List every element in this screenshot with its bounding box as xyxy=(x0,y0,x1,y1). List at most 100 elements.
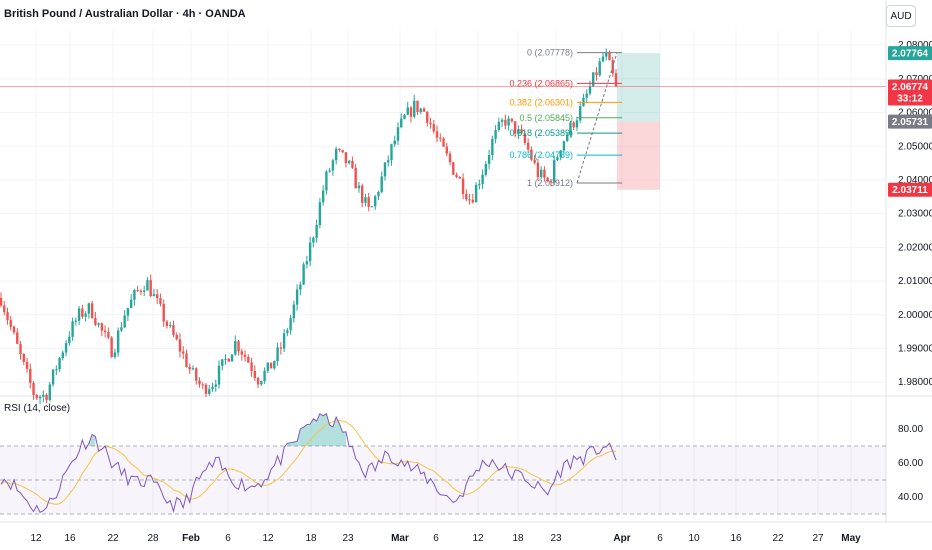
candle-body xyxy=(94,317,97,325)
candle-body xyxy=(279,347,283,349)
candle-body xyxy=(370,206,374,208)
candle-body xyxy=(328,170,331,172)
candle-body xyxy=(123,315,126,328)
candle-body xyxy=(152,294,156,297)
candle-body xyxy=(243,354,247,357)
candle-body xyxy=(302,264,305,285)
candle-body xyxy=(240,351,243,355)
candle-body xyxy=(448,153,452,163)
fib-level-label: 0 (2.07778) xyxy=(527,48,573,58)
candle-body xyxy=(188,366,191,370)
price-tick-label: 2.08000 xyxy=(898,40,932,51)
time-tick-label: 28 xyxy=(147,533,159,544)
candle-body xyxy=(341,149,344,153)
candle-body xyxy=(569,122,572,135)
candle-body xyxy=(452,162,455,175)
candle-body xyxy=(523,133,527,143)
candle-body xyxy=(526,142,530,150)
candle-body xyxy=(146,280,149,291)
fib-level-label: 0.5 (2.05845) xyxy=(519,113,573,123)
fib-retracement[interactable]: 0 (2.07778) 0.236 (2.06865) 0.382 (2.06301… xyxy=(509,48,622,188)
candle-body xyxy=(500,119,504,122)
candle-body xyxy=(266,362,270,371)
candle-body xyxy=(579,106,582,121)
time-tick-label: 6 xyxy=(225,533,231,544)
candle-body xyxy=(481,174,484,185)
candle-body xyxy=(204,384,208,394)
candle-body xyxy=(6,312,9,321)
candle-body xyxy=(364,197,367,203)
candle-body xyxy=(45,394,48,401)
currency-button[interactable]: AUD xyxy=(886,5,916,27)
position-stop-zone xyxy=(617,121,660,190)
candle-body xyxy=(16,332,19,344)
candle-body xyxy=(321,190,325,203)
time-tick-label: 16 xyxy=(64,533,76,544)
candle-body xyxy=(426,111,429,123)
price-axis[interactable]: 2.08000 2.07000 2.06000 2.05000 2.04000 2.030… xyxy=(898,40,932,503)
rsi-ma-line xyxy=(0,419,617,505)
time-tick-label: May xyxy=(841,533,861,544)
candle-body xyxy=(351,160,354,168)
candle-body xyxy=(588,86,592,94)
candle-body xyxy=(377,191,380,197)
rsi-tick-label: 40.00 xyxy=(898,492,923,503)
candle-body xyxy=(494,129,497,139)
candle-body xyxy=(312,237,315,243)
candle-body xyxy=(429,122,432,125)
candle-body xyxy=(592,72,595,87)
time-axis[interactable]: 12 16 22 28 Feb 6 12 18 23 Mar 6 12 18 23 Apr 6 10 16 22 27… xyxy=(30,533,861,544)
candle-body xyxy=(299,284,302,290)
candle-body xyxy=(614,73,618,87)
candle-body xyxy=(387,160,390,163)
time-tick-label: 10 xyxy=(688,533,700,544)
candle-body xyxy=(305,261,309,265)
price-tag-entry: 2.05731 xyxy=(892,117,929,128)
candle-body xyxy=(357,185,361,189)
candle-body xyxy=(276,347,279,362)
candle-body xyxy=(461,178,465,195)
candle-body xyxy=(25,361,29,369)
candle-body xyxy=(185,353,188,367)
candle-body xyxy=(400,118,403,128)
candle-body xyxy=(289,318,292,331)
candle-body xyxy=(247,356,250,363)
candle-body xyxy=(295,289,299,305)
price-tick-label: 2.05000 xyxy=(898,141,932,152)
time-tick-label: 18 xyxy=(305,533,317,544)
price-tick-label: 2.00000 xyxy=(898,310,932,321)
candle-body xyxy=(221,359,224,366)
candle-body xyxy=(87,303,91,314)
candle-body xyxy=(237,341,240,352)
candle-body xyxy=(61,352,65,358)
candle-body xyxy=(260,380,263,385)
candle-body xyxy=(552,160,556,183)
long-position-tool[interactable] xyxy=(617,53,660,190)
candle-body xyxy=(64,343,68,353)
price-tag-stop-bg xyxy=(888,182,932,197)
candle-body xyxy=(572,122,575,128)
candle-body xyxy=(549,181,553,183)
candle-body xyxy=(77,308,81,321)
candle-body xyxy=(517,129,520,134)
candle-body xyxy=(390,144,393,161)
candle-body xyxy=(159,298,162,304)
candle-body xyxy=(442,138,445,147)
candle-body xyxy=(331,160,335,171)
rsi-line xyxy=(0,412,617,514)
candle-body xyxy=(315,225,318,238)
candle-body xyxy=(182,351,185,354)
price-tag-entry-bg xyxy=(888,114,932,129)
candle-body xyxy=(12,326,16,333)
candle-body xyxy=(224,358,227,360)
candle-body xyxy=(71,321,74,337)
time-tick-label: 27 xyxy=(812,533,824,544)
grid-lines xyxy=(0,0,932,523)
candle-body xyxy=(273,361,276,369)
price-tick-label: 1.99000 xyxy=(898,344,932,355)
candle-body xyxy=(29,368,32,383)
candle-body xyxy=(162,303,165,322)
time-tick-label: 22 xyxy=(772,533,784,544)
